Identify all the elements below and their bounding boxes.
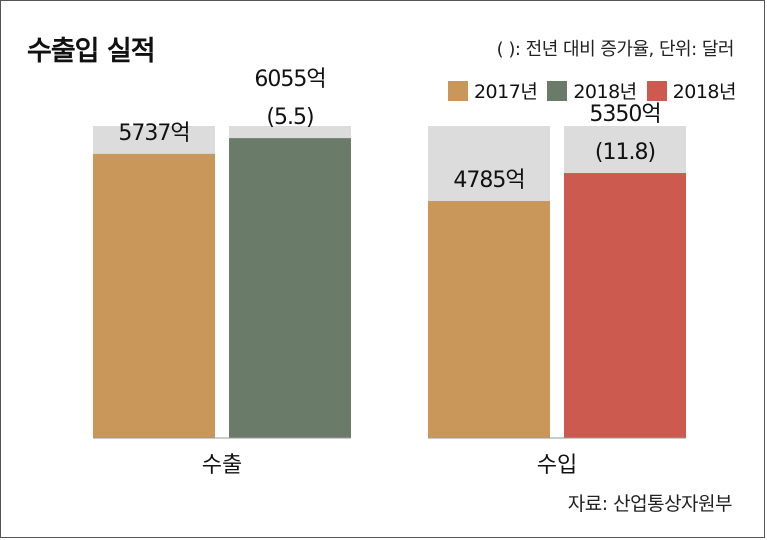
- legend-item-2018-export: 2018년: [547, 77, 637, 104]
- data-label: 6055억: [254, 67, 325, 92]
- data-label: 5350억: [589, 102, 660, 127]
- bar: [428, 201, 550, 438]
- legend-swatch-2018-import: [646, 80, 667, 101]
- legend-item-2018-import: 2018년: [646, 77, 737, 104]
- bar: [93, 153, 215, 439]
- category-label: 수출: [202, 453, 242, 478]
- bar: [564, 173, 686, 439]
- chart-title: 수출입 실적: [27, 36, 156, 67]
- data-label: 5737억: [118, 121, 189, 146]
- legend-swatch-2017: [447, 80, 468, 101]
- legend-swatch-2018-export: [547, 80, 568, 101]
- legend-label-2017: 2017년: [473, 81, 538, 103]
- change-label: (11.8): [595, 140, 655, 165]
- legend-label-2018-import: 2018년: [672, 81, 737, 103]
- bar: [229, 138, 351, 438]
- legend-item-2017: 2017년: [447, 77, 538, 104]
- legend: 2017년 2018년 2018년: [447, 77, 737, 104]
- source-note: 자료: 산업통상자원부: [567, 493, 733, 515]
- legend-label-2018-export: 2018년: [573, 81, 637, 103]
- chart-note: ( ): 전년 대비 증가율, 단위: 달러: [496, 39, 735, 60]
- category-label: 수입: [537, 453, 577, 478]
- data-label: 4785억: [453, 168, 524, 193]
- change-label: (5.5): [266, 105, 313, 130]
